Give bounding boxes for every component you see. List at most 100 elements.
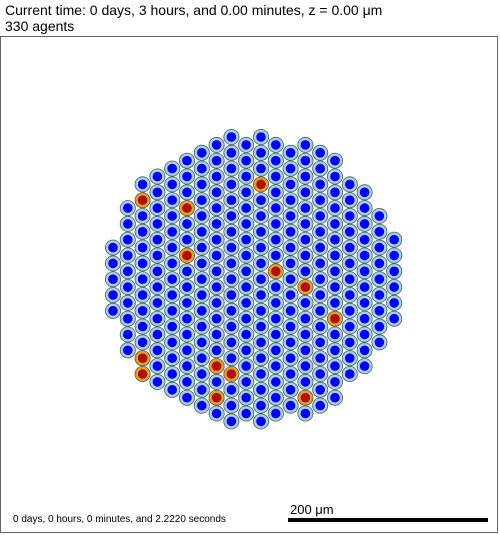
agent-cell xyxy=(371,255,388,272)
agent-cell xyxy=(149,263,166,280)
agent-cell xyxy=(149,279,166,296)
agent-cell xyxy=(223,318,240,335)
agent-cell xyxy=(312,334,329,351)
special-agent-cell xyxy=(178,247,195,264)
agent-cell xyxy=(149,184,166,201)
agent-cell xyxy=(297,136,314,153)
agent-cell xyxy=(119,279,136,296)
agent-cell xyxy=(149,310,166,327)
agent-cell xyxy=(238,152,255,169)
agent-cell xyxy=(149,168,166,185)
agent-cell xyxy=(252,255,269,272)
agent-cell xyxy=(238,326,255,343)
special-agent-cell xyxy=(326,310,343,327)
agent-cell xyxy=(297,310,314,327)
agent-cell xyxy=(326,279,343,296)
agent-cell xyxy=(164,176,181,193)
agent-cell xyxy=(371,318,388,335)
agent-cell xyxy=(252,397,269,414)
agent-cell xyxy=(356,200,373,217)
agent-cell xyxy=(252,128,269,145)
agent-cell xyxy=(164,207,181,224)
agent-cell xyxy=(134,223,151,240)
agent-cell xyxy=(297,168,314,185)
agent-cell xyxy=(178,231,195,248)
agent-cell xyxy=(252,302,269,319)
agent-cell xyxy=(119,215,136,232)
agent-cell xyxy=(267,279,284,296)
agent-cell xyxy=(149,247,166,264)
agent-cell xyxy=(164,192,181,209)
agent-cell xyxy=(193,318,210,335)
agent-cell xyxy=(267,247,284,264)
agent-cell xyxy=(119,263,136,280)
agent-cell xyxy=(119,247,136,264)
agent-cell xyxy=(164,286,181,303)
agent-cell xyxy=(267,136,284,153)
agent-cell xyxy=(208,200,225,217)
agent-cell xyxy=(193,365,210,382)
agent-cell xyxy=(282,255,299,272)
status-header: Current time: 0 days, 3 hours, and 0.00 … xyxy=(5,2,382,34)
agent-cell xyxy=(282,144,299,161)
agent-cell xyxy=(312,286,329,303)
agent-cell xyxy=(282,365,299,382)
agent-cell xyxy=(341,318,358,335)
agent-cell xyxy=(119,326,136,343)
agent-cell xyxy=(193,176,210,193)
agent-cell xyxy=(252,144,269,161)
agent-cell xyxy=(341,334,358,351)
agent-cell xyxy=(267,405,284,422)
agent-cell xyxy=(312,223,329,240)
agent-cell xyxy=(267,326,284,343)
agent-cell xyxy=(164,318,181,335)
agent-cell xyxy=(267,310,284,327)
agent-cell xyxy=(134,176,151,193)
agent-cell xyxy=(252,160,269,177)
agent-cell xyxy=(105,255,122,272)
agent-cell xyxy=(238,184,255,201)
agent-cell xyxy=(282,397,299,414)
agent-cell xyxy=(297,358,314,375)
agent-cell xyxy=(341,207,358,224)
agent-cell xyxy=(134,334,151,351)
agent-cell xyxy=(208,326,225,343)
agent-cell xyxy=(223,397,240,414)
agent-cell xyxy=(252,271,269,288)
agent-cell xyxy=(282,176,299,193)
agent-cell xyxy=(134,286,151,303)
agent-cell xyxy=(223,160,240,177)
agent-cell xyxy=(193,271,210,288)
agent-cell xyxy=(223,239,240,256)
agent-cell xyxy=(178,373,195,390)
elapsed-time-text: 0 days, 0 hours, 0 minutes, and 2.2220 s… xyxy=(13,514,226,525)
agent-cell xyxy=(134,271,151,288)
agent-cell xyxy=(356,326,373,343)
agent-cell xyxy=(119,310,136,327)
agent-cell xyxy=(193,255,210,272)
agent-cell xyxy=(208,279,225,296)
agent-cell xyxy=(297,294,314,311)
agent-cell xyxy=(223,413,240,430)
agent-cell xyxy=(134,318,151,335)
agent-cell xyxy=(282,207,299,224)
agent-cell xyxy=(297,247,314,264)
agent-cell xyxy=(223,207,240,224)
agent-cell xyxy=(208,136,225,153)
agent-cell xyxy=(267,184,284,201)
agent-cell xyxy=(119,200,136,217)
agent-cell xyxy=(178,326,195,343)
agent-cell xyxy=(282,350,299,367)
agent-cell xyxy=(356,231,373,248)
agent-cell xyxy=(238,342,255,359)
agent-cell xyxy=(223,223,240,240)
agent-cell xyxy=(208,184,225,201)
agent-cell xyxy=(223,334,240,351)
agent-cell xyxy=(326,200,343,217)
agent-cell xyxy=(341,223,358,240)
agent-cell xyxy=(297,184,314,201)
agent-cell xyxy=(193,334,210,351)
agent-cell xyxy=(164,223,181,240)
agent-cell xyxy=(312,239,329,256)
agent-cell xyxy=(193,397,210,414)
